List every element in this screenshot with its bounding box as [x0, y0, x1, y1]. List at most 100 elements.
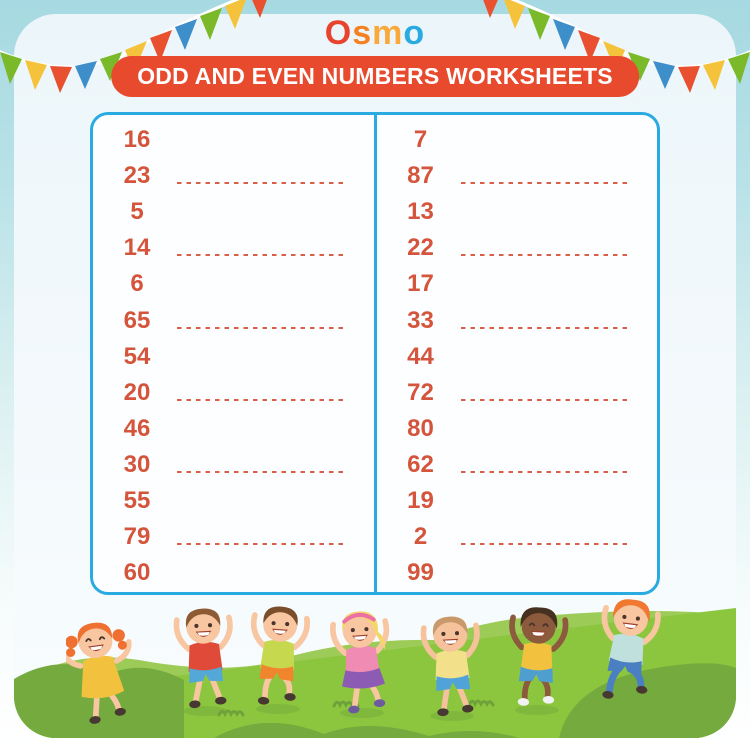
answer-line[interactable] [177, 398, 344, 401]
pennant-flag [653, 61, 675, 89]
child-boy-yellow-tank [503, 597, 571, 722]
shoe [542, 695, 555, 704]
answer-line[interactable] [460, 254, 627, 257]
worksheet-row: 33 [377, 302, 658, 338]
number-value: 5 [130, 198, 144, 226]
shoe [373, 699, 386, 708]
number-value: 19 [407, 486, 434, 514]
eye [635, 616, 640, 621]
eye [622, 614, 627, 619]
shoe [636, 685, 648, 694]
teeth [353, 635, 367, 640]
pigtail [112, 629, 125, 642]
child-boy-yellow-shirt [418, 605, 486, 730]
eye [542, 623, 549, 627]
child-girl-orange-pigtails [60, 611, 134, 736]
shoe [257, 696, 270, 705]
pennant-flag [578, 30, 600, 62]
grass-scene [14, 553, 736, 738]
answer-line[interactable] [177, 182, 344, 185]
pennant-flag [503, 0, 525, 29]
logo-letter-s: s [352, 14, 373, 52]
number-value: 62 [407, 450, 434, 478]
pennant-flag [553, 19, 575, 50]
pennant-flag [728, 52, 750, 84]
worksheet-row: 55 [93, 483, 374, 519]
pennant-flag [225, 0, 246, 29]
answer-line[interactable] [177, 326, 344, 329]
pennant-flag [478, 0, 500, 18]
shoe [602, 690, 614, 699]
child-boy-blue-shirt [593, 589, 661, 714]
shirt [188, 641, 223, 674]
number-value: 46 [123, 414, 151, 442]
answer-line[interactable] [460, 398, 627, 401]
worksheet-row: 87 [377, 158, 658, 194]
worksheet-row: 44 [377, 339, 658, 375]
shirt [345, 645, 380, 676]
pigtail [117, 640, 127, 650]
pennant-flag [100, 52, 122, 81]
arm [250, 612, 266, 648]
arm [509, 614, 525, 651]
answer-line[interactable] [460, 182, 627, 185]
answer-line[interactable] [460, 543, 627, 546]
logo-letter-o: o [403, 14, 426, 52]
number-value: 20 [123, 378, 151, 406]
arm [173, 617, 192, 652]
pennant-flag [628, 52, 650, 81]
pennant-flag [175, 19, 197, 50]
pants [607, 657, 642, 675]
number-value: 79 [123, 523, 151, 551]
dress [81, 655, 125, 699]
pennant-flag [678, 66, 700, 93]
answer-line[interactable] [177, 543, 344, 546]
number-value: 6 [130, 270, 144, 298]
shoe [437, 708, 449, 717]
worksheet-row: 99 [377, 555, 658, 591]
arm [330, 621, 349, 657]
head [263, 607, 298, 642]
arm [217, 614, 233, 651]
logo-letter-O: O [324, 14, 353, 52]
pennant-flag [75, 61, 97, 89]
head [342, 613, 377, 648]
eye [194, 623, 199, 628]
answer-line[interactable] [177, 254, 344, 257]
head [186, 609, 221, 644]
shirt [435, 649, 470, 682]
number-value: 87 [407, 162, 434, 190]
number-value: 54 [123, 342, 151, 370]
shoe [189, 700, 201, 709]
shorts [189, 666, 224, 684]
teeth [197, 632, 210, 636]
head [433, 617, 468, 652]
head [78, 623, 113, 658]
skirt [342, 667, 385, 689]
number-value: 72 [407, 378, 434, 406]
worksheet-row: 65 [93, 302, 374, 338]
worksheet-row: 62 [377, 447, 658, 483]
answer-line[interactable] [460, 470, 627, 473]
worksheet-row: 13 [377, 194, 658, 230]
number-value: 16 [123, 126, 151, 154]
answer-line[interactable] [460, 326, 627, 329]
shirt [260, 639, 295, 672]
eye [528, 622, 536, 627]
head [614, 601, 649, 636]
number-value: 55 [123, 486, 151, 514]
arm [291, 615, 310, 651]
arm [641, 611, 661, 646]
worksheet-title: ODD AND EVEN NUMBERS WORKSHEETS [137, 63, 613, 89]
teeth [624, 623, 637, 628]
eye [454, 631, 460, 636]
pennant-flag [25, 60, 47, 90]
child-boy-red-shirt [171, 597, 239, 722]
eye [98, 636, 106, 641]
pennant-flag [528, 8, 550, 40]
shoe [348, 705, 360, 714]
answer-line[interactable] [177, 470, 344, 473]
osmo-logo: Osmo [0, 16, 750, 50]
number-value: 13 [407, 198, 434, 226]
